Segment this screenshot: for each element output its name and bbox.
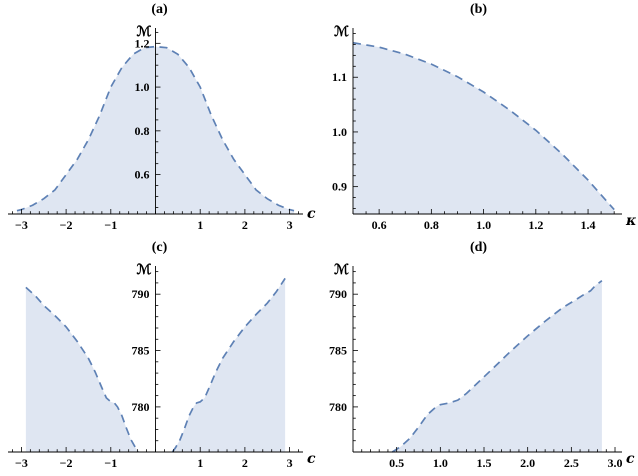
panel-label-d: (d)	[469, 240, 488, 255]
svg-text:ℳ: ℳ	[334, 262, 349, 278]
svg-text:1.0: 1.0	[135, 80, 150, 94]
svg-text:1: 1	[197, 218, 203, 232]
svg-text:1.1: 1.1	[332, 70, 347, 84]
svg-text:c: c	[307, 451, 316, 467]
svg-text:1.2: 1.2	[528, 218, 543, 232]
svg-text:−1: −1	[104, 218, 117, 232]
svg-text:2.0: 2.0	[520, 456, 535, 470]
svg-text:−2: −2	[60, 218, 73, 232]
svg-text:1.5: 1.5	[477, 456, 492, 470]
svg-text:2: 2	[242, 456, 248, 470]
plot-b: 0.6 0.8 1.0 1.2 1.4 0.9 1.0 1.1 κ ℳ	[332, 24, 637, 232]
svg-text:1.0: 1.0	[332, 125, 347, 139]
svg-text:c: c	[307, 206, 316, 222]
svg-text:3.0: 3.0	[608, 456, 623, 470]
svg-text:−1: −1	[104, 456, 117, 470]
svg-text:780: 780	[329, 400, 347, 414]
svg-text:1.0: 1.0	[433, 456, 448, 470]
svg-text:1.2: 1.2	[135, 36, 150, 50]
svg-text:1: 1	[197, 456, 203, 470]
panel-label-b: (b)	[469, 2, 488, 17]
svg-text:ℳ: ℳ	[334, 24, 349, 40]
svg-text:1.4: 1.4	[581, 218, 596, 232]
svg-text:ℳ: ℳ	[137, 262, 152, 278]
panel-d: (d) 0.5 1.0 1.5 2.0 2.5 3.0 780 785 790 c ℳ	[319, 238, 638, 476]
svg-text:2: 2	[242, 218, 248, 232]
panel-c: (c) −3 −2 −1 1 2 3 780 785 790 c ℳ	[0, 238, 319, 476]
panel-a: (a) −3 −2 −1 1 2 3 0.6 0.8 1.0 1.2 c ℳ	[0, 0, 319, 238]
svg-text:3: 3	[287, 218, 293, 232]
plot-c: −3 −2 −1 1 2 3 780 785 790 c ℳ	[8, 262, 316, 470]
svg-text:2.5: 2.5	[564, 456, 579, 470]
svg-text:1.0: 1.0	[476, 218, 491, 232]
panel-b: (b) 0.6 0.8 1.0 1.2 1.4 0.9 1.0 1.1 κ ℳ	[319, 0, 638, 238]
svg-text:ℳ: ℳ	[137, 24, 152, 40]
svg-text:3: 3	[287, 456, 293, 470]
svg-text:790: 790	[132, 287, 150, 301]
svg-text:785: 785	[132, 344, 150, 358]
panel-label-c: (c)	[151, 240, 168, 255]
svg-text:0.9: 0.9	[332, 180, 347, 194]
svg-text:0.5: 0.5	[389, 456, 404, 470]
svg-text:790: 790	[329, 287, 347, 301]
svg-text:κ: κ	[625, 213, 637, 229]
plot-a: −3 −2 −1 1 2 3 0.6 0.8 1.0 1.2 c ℳ	[8, 24, 316, 232]
panel-label-a: (a)	[151, 2, 168, 17]
svg-text:0.8: 0.8	[135, 124, 150, 138]
svg-text:780: 780	[132, 400, 150, 414]
svg-text:785: 785	[329, 344, 347, 358]
svg-text:0.8: 0.8	[424, 218, 439, 232]
svg-text:−2: −2	[60, 456, 73, 470]
svg-text:c: c	[626, 451, 635, 467]
svg-text:0.6: 0.6	[135, 168, 150, 182]
svg-text:−3: −3	[15, 218, 28, 232]
svg-text:0.6: 0.6	[372, 218, 387, 232]
plot-d: 0.5 1.0 1.5 2.0 2.5 3.0 780 785 790 c ℳ	[329, 262, 635, 470]
svg-text:−3: −3	[15, 456, 28, 470]
